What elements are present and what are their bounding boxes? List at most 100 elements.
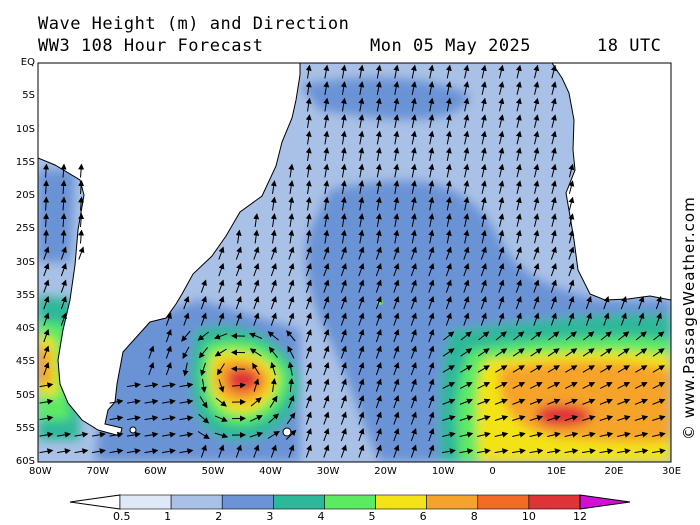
direction-arrow (653, 331, 665, 341)
direction-arrow (480, 147, 487, 161)
direction-arrow (109, 448, 124, 455)
direction-arrow (375, 64, 382, 79)
direction-arrow (144, 431, 159, 438)
direction-arrow (617, 382, 631, 389)
direction-arrow (375, 312, 382, 326)
direction-arrow (638, 312, 645, 326)
direction-arrow (57, 431, 71, 438)
direction-arrow (442, 415, 456, 421)
lon-label: 10W (431, 466, 455, 477)
direction-arrow (445, 130, 452, 145)
direction-arrow (288, 196, 295, 211)
direction-arrow (410, 64, 417, 79)
direction-arrow (533, 97, 540, 112)
direction-arrow (285, 429, 297, 440)
direction-arrow (498, 64, 505, 79)
direction-arrow (393, 394, 400, 409)
direction-arrow (463, 81, 470, 96)
direction-arrow (305, 262, 312, 277)
direction-arrow (428, 81, 435, 95)
direction-arrow (323, 394, 330, 409)
direction-arrow (463, 262, 470, 277)
direction-arrow (410, 444, 417, 458)
lat-label: 55S (15, 422, 35, 434)
direction-arrow (393, 147, 400, 161)
direction-arrow (600, 331, 612, 341)
direction-arrow (200, 444, 207, 458)
direction-arrow (92, 431, 106, 438)
direction-arrow (550, 213, 557, 227)
direction-arrow (358, 180, 365, 194)
direction-arrow (410, 147, 417, 161)
direction-arrow (57, 448, 71, 455)
direction-arrow (428, 262, 435, 277)
direction-arrow (477, 365, 490, 373)
direction-arrow (463, 180, 470, 195)
direction-arrow (393, 163, 400, 178)
direction-arrow (340, 246, 347, 260)
direction-arrow (548, 331, 560, 341)
direction-arrow (305, 378, 312, 392)
direction-arrow (323, 279, 330, 293)
direction-arrow (144, 398, 159, 405)
direction-arrow (603, 295, 610, 310)
direction-arrow (550, 196, 557, 211)
direction-arrow (568, 312, 575, 326)
direction-arrow (43, 328, 50, 343)
direction-arrow (375, 295, 382, 310)
direction-arrow (323, 81, 330, 95)
direction-arrow (287, 345, 295, 359)
direction-arrow (480, 130, 487, 145)
direction-arrow (635, 348, 648, 357)
direction-arrow (498, 130, 505, 145)
direction-arrow (286, 412, 296, 425)
direction-arrow (305, 97, 312, 112)
direction-arrow (198, 347, 208, 359)
direction-arrow (547, 431, 561, 438)
direction-arrow (410, 378, 417, 392)
direction-arrow (515, 114, 522, 128)
colorbar-label: 6 (419, 510, 427, 523)
direction-arrow (445, 196, 452, 211)
lat-label: EQ (20, 57, 35, 68)
direction-arrow (305, 163, 312, 178)
direction-arrow (599, 415, 614, 421)
direction-arrow (410, 262, 417, 277)
direction-arrow (323, 427, 330, 442)
direction-arrow (253, 262, 260, 277)
direction-arrow (515, 246, 522, 260)
direction-arrow (393, 180, 400, 194)
direction-arrow (288, 395, 295, 409)
direction-arrow (498, 163, 505, 178)
direction-arrow (428, 279, 435, 293)
direction-arrow (495, 365, 508, 373)
direction-arrow (565, 365, 578, 373)
direction-arrow (480, 213, 487, 227)
direction-arrow (463, 312, 470, 326)
direction-arrow (270, 180, 277, 194)
direction-arrow (268, 413, 280, 424)
direction-arrow (459, 431, 474, 438)
direction-arrow (109, 398, 124, 405)
direction-arrow (600, 365, 613, 373)
direction-arrow (182, 346, 190, 360)
colorbar-segment (426, 494, 479, 510)
direction-arrow (565, 331, 577, 341)
direction-arrow (530, 348, 543, 357)
direction-arrow (199, 396, 208, 409)
direction-arrow (410, 97, 417, 112)
direction-arrow (235, 279, 242, 293)
direction-arrow (323, 180, 330, 194)
direction-arrow (340, 312, 347, 326)
direction-arrow (340, 345, 347, 359)
direction-arrow (410, 229, 417, 244)
direction-arrow (60, 295, 67, 310)
direction-arrow (60, 246, 67, 260)
direction-arrow (477, 382, 491, 389)
direction-arrow (358, 246, 365, 260)
colorbar-segment (170, 494, 223, 510)
direction-arrow (477, 348, 490, 357)
direction-arrow (533, 130, 540, 145)
direction-arrow (375, 345, 382, 359)
direction-arrow (393, 262, 400, 277)
